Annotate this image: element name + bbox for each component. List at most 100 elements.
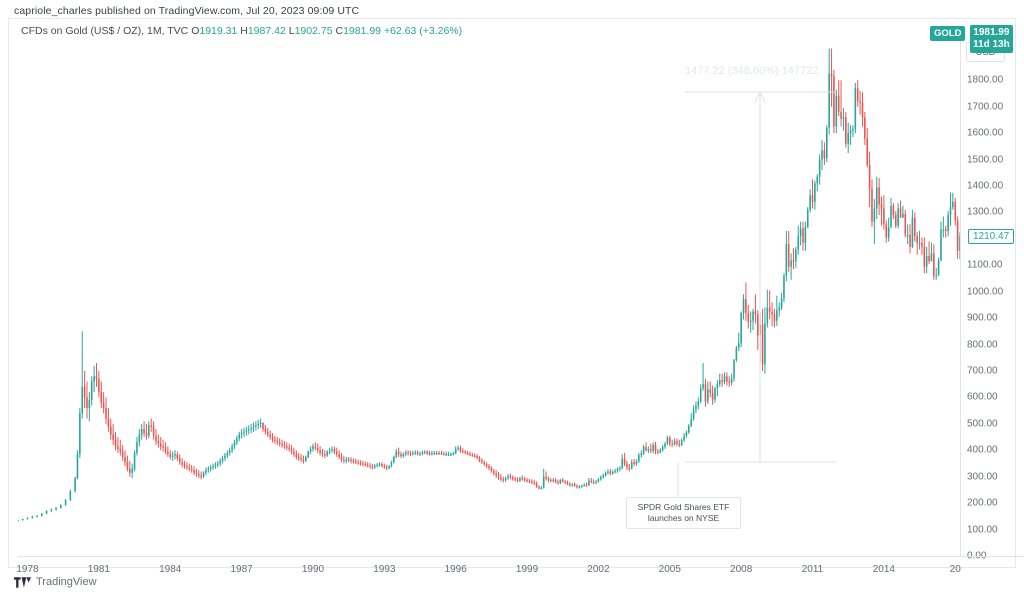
candle-body xyxy=(219,460,221,464)
candle-body xyxy=(776,310,778,321)
candle-body xyxy=(688,425,690,433)
candle-body xyxy=(937,260,940,276)
candle-body xyxy=(321,452,324,455)
candle-body xyxy=(614,470,616,473)
candle-body xyxy=(171,455,174,457)
candle-body xyxy=(540,487,543,490)
candle-body xyxy=(699,388,702,402)
candle-body xyxy=(126,462,129,469)
candle-body xyxy=(440,452,443,455)
candle-body xyxy=(478,458,481,461)
candle-body xyxy=(345,459,348,461)
price-tick: 1800.00 xyxy=(967,74,1004,86)
time-tick: 2014 xyxy=(872,564,895,575)
candle-body xyxy=(726,376,728,382)
candle-body xyxy=(818,159,821,177)
candle-body xyxy=(159,443,162,447)
candle-body xyxy=(409,453,412,455)
candle-body xyxy=(264,429,267,432)
candle-body xyxy=(131,468,133,473)
candle-body xyxy=(585,484,588,486)
time-tick: 1996 xyxy=(444,564,467,575)
candle-body xyxy=(193,470,195,473)
candle-body xyxy=(86,397,88,408)
candle-body xyxy=(371,466,374,468)
candle-body xyxy=(787,244,790,267)
candle-body xyxy=(454,448,457,454)
candle-body xyxy=(366,464,369,467)
candle-body xyxy=(735,347,738,360)
candle-body xyxy=(940,229,942,261)
candle-body xyxy=(811,195,814,202)
candle-body xyxy=(255,425,257,427)
price-tick: 1700.00 xyxy=(967,101,1004,113)
candle-body xyxy=(286,446,288,448)
candle-body xyxy=(635,461,638,465)
candle-body xyxy=(671,443,673,445)
candle-body xyxy=(676,441,678,444)
candle-body xyxy=(604,472,607,476)
candle-body xyxy=(947,215,949,231)
candle-body xyxy=(602,475,604,478)
candle-body xyxy=(797,236,800,250)
candle-body xyxy=(733,359,735,379)
candle-body xyxy=(607,471,609,473)
candle-body xyxy=(806,209,809,227)
candle-body xyxy=(745,299,747,313)
candle-body xyxy=(592,482,595,484)
tradingview-brand-label: TradingView xyxy=(36,576,97,588)
candle-body xyxy=(385,467,388,469)
candle-body xyxy=(531,481,533,483)
time-tick: 1993 xyxy=(373,564,396,575)
candle-body xyxy=(488,466,490,469)
candle-body xyxy=(195,472,198,475)
candle-body xyxy=(381,464,383,467)
candle-body xyxy=(404,452,407,455)
candle-body xyxy=(412,452,414,455)
candle-body xyxy=(305,456,307,461)
measurement-arrow-left xyxy=(754,91,761,103)
candle-body xyxy=(852,129,854,131)
candle-body xyxy=(231,446,233,451)
time-scale[interactable]: 1978 1981 1984 1987 1990 1993 1996 1999 2002 2005… xyxy=(16,556,1024,575)
candle-body xyxy=(288,447,290,449)
bar-countdown: 11d 13h xyxy=(973,39,1010,51)
candle-body xyxy=(897,208,899,226)
candle-body xyxy=(595,481,597,483)
last-price-value: 1981.99 xyxy=(973,27,1010,39)
candlestick-plot-area[interactable] xyxy=(18,38,960,556)
price-scale[interactable]: 1900.001800.001700.001600.001500.001400.… xyxy=(960,38,1024,562)
candle-body xyxy=(640,453,643,456)
candle-body xyxy=(90,381,93,401)
candle-body xyxy=(538,486,540,489)
candle-body xyxy=(79,413,81,455)
candle-body xyxy=(297,456,300,459)
candle-body xyxy=(333,448,336,452)
candle-body xyxy=(95,376,98,379)
candle-body xyxy=(369,465,371,467)
price-tick: 1300.00 xyxy=(967,206,1004,218)
candle-body xyxy=(704,384,707,402)
candle-body xyxy=(140,429,143,435)
candle-body xyxy=(290,448,293,452)
candle-body xyxy=(314,446,317,448)
chart-panel: CFDs on Gold (US$ / OZ), 1M, TVC O1919.3… xyxy=(8,18,1024,575)
candle-body xyxy=(823,150,826,159)
spdr-note-annotation[interactable]: SPDR Gold Shares ETF launches on NYSE xyxy=(626,497,741,529)
candle-body xyxy=(821,150,823,160)
candle-body xyxy=(692,409,695,420)
candle-body xyxy=(324,454,326,456)
candle-body xyxy=(942,229,945,231)
candle-body xyxy=(421,452,424,454)
candle-body xyxy=(136,442,138,453)
candle-body xyxy=(573,484,576,486)
candle-body xyxy=(871,188,873,222)
candle-body xyxy=(514,478,516,481)
price-tick: 1400.00 xyxy=(967,180,1004,192)
spdr-note-line1: SPDR Gold Shares ETF xyxy=(637,502,730,512)
candle-body xyxy=(718,380,721,385)
candle-body xyxy=(847,133,849,144)
candle-body xyxy=(516,479,519,482)
candle-body xyxy=(757,314,759,336)
candle-body xyxy=(181,462,183,465)
